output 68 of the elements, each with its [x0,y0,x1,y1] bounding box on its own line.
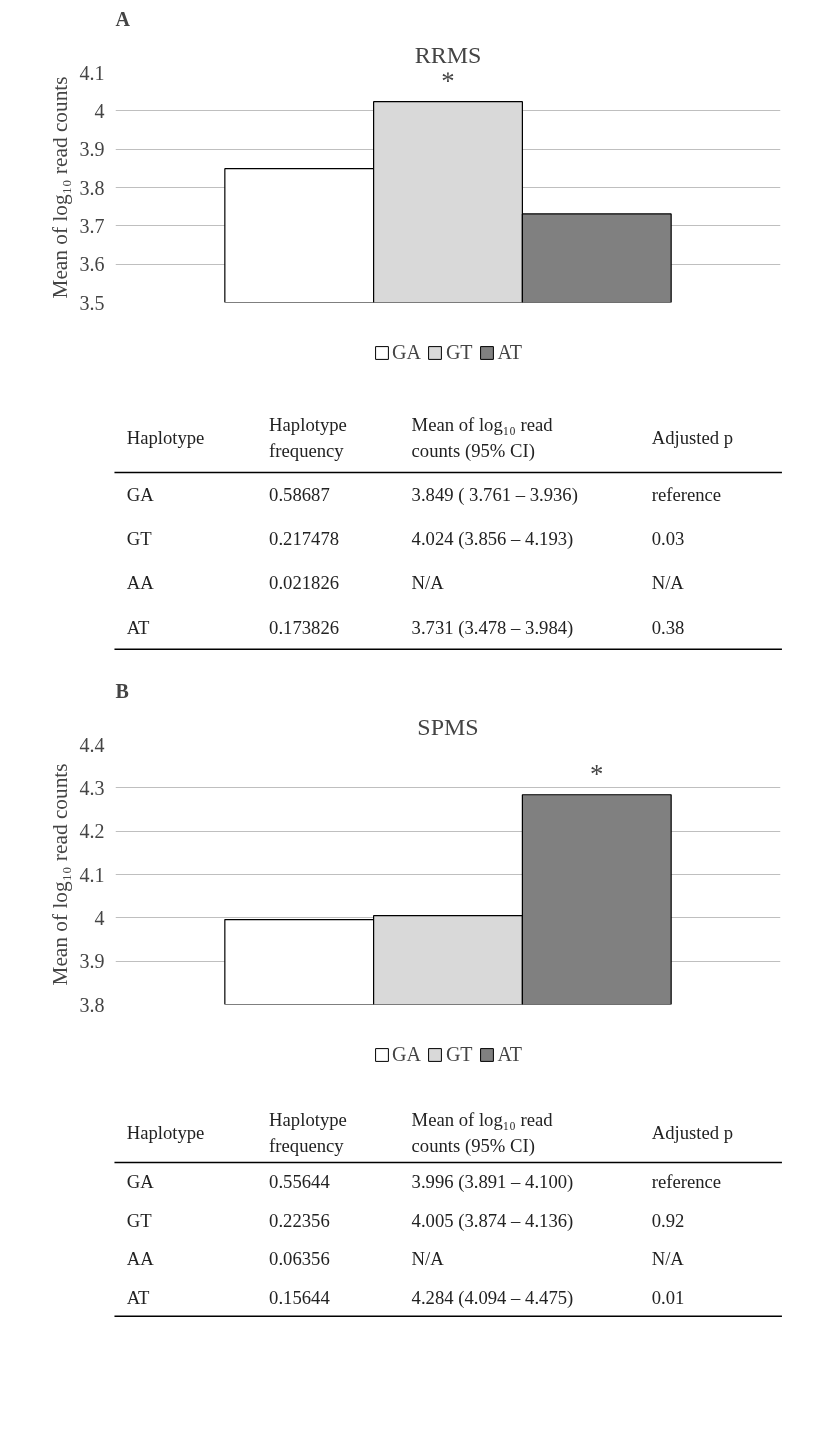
chart-title: SPMS [417,713,479,740]
text: 0.15644 [269,1286,331,1308]
y-axis-title: Mean of log₁₀ read counts [47,763,72,986]
y-tick-label: 4.2 [79,820,105,843]
text: Haplotype [126,1121,205,1143]
text: N/A [651,572,685,594]
text: A [115,7,131,30]
text: N/A [411,572,445,594]
legend-label: GA [391,1042,421,1066]
legend-label: AT [497,340,523,364]
chart-title: RRMS [414,41,482,68]
text: reference [651,1171,722,1193]
y-tick-label: 3.9 [79,950,105,973]
text: Mean of log₁₀ read counts (95% CI) [411,1108,554,1158]
text: 4.284 (4.094 – 4.475) [411,1286,574,1309]
text: GA [126,1171,155,1193]
text: 0.92 [651,1209,685,1231]
text: AA [126,1248,155,1270]
text: 0.217478 [269,528,340,550]
text: 3.731 (3.478 – 3.984) [411,616,574,639]
text: Haplotype frequency [269,1108,347,1157]
text: GT [126,1209,153,1231]
text: Adjusted p [651,427,734,449]
y-tick-label: 3.8 [79,993,105,1016]
text: reference [651,484,722,506]
y-tick-label: 4.1 [79,61,105,84]
text: 0.01 [651,1286,685,1308]
legend-label: GT [445,340,473,364]
text: 0.06356 [269,1248,330,1270]
text: AA [126,572,155,594]
text: B [115,679,129,702]
y-tick-label: 3.9 [79,138,105,161]
legend-label: GA [391,340,421,364]
text: 4.024 (3.856 – 4.193) [411,528,574,551]
text: 0.173826 [269,616,340,638]
annotation: * [590,758,604,789]
text: 0.58687 [269,484,330,506]
y-tick-label: 4.1 [79,863,105,886]
text: 0.55644 [269,1171,331,1193]
y-tick-label: 4 [94,99,105,122]
text: 4.005 (3.874 – 4.136) [411,1209,574,1232]
text: GT [126,528,153,550]
text: 0.22356 [269,1209,330,1231]
text: 0.021826 [269,572,340,594]
text: Haplotype frequency [269,413,347,462]
annotation: * [441,65,455,96]
text: 0.38 [651,616,685,638]
y-axis-title: Mean of log₁₀ read counts [47,76,72,299]
y-tick-label: 3.6 [79,253,105,276]
y-tick-label: 4.4 [79,733,105,756]
y-tick-label: 3.5 [79,291,105,314]
text: 3.996 (3.891 – 4.100) [411,1171,574,1194]
text: 0.03 [651,528,685,550]
text: AT [126,616,151,638]
text: Mean of log₁₀ read counts (95% CI) [411,413,554,463]
text: Adjusted p [651,1121,734,1143]
text: GA [126,484,155,506]
text: Haplotype [126,427,205,449]
text: 3.849 ( 3.761 – 3.936) [411,484,578,507]
text: N/A [651,1248,685,1270]
legend-label: GT [445,1042,473,1066]
y-tick-label: 3.8 [79,176,105,199]
text: AT [126,1286,151,1308]
y-tick-label: 4.3 [79,776,105,799]
legend-label: AT [497,1042,523,1066]
y-tick-label: 3.7 [79,214,105,237]
y-tick-label: 4 [94,906,105,929]
text: N/A [411,1248,445,1270]
